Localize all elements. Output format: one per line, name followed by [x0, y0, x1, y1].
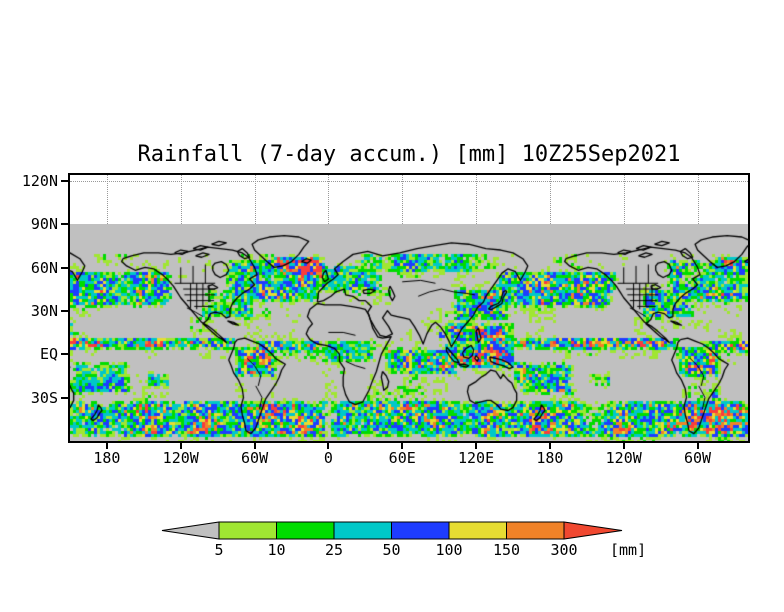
colorbar-tick-label: 5 [214, 541, 223, 559]
colorbar-tick-label: 10 [267, 541, 285, 559]
y-tick-mark [61, 396, 68, 399]
x-tick-label: 120E [457, 449, 495, 467]
x-tick-mark [179, 443, 182, 449]
y-tick-label: 90N [30, 215, 58, 234]
plot-frame [68, 173, 750, 443]
y-tick-label: EQ [39, 345, 58, 364]
x-tick-label: 180 [536, 449, 564, 467]
chart-title: Rainfall (7-day accum.) [mm] 10Z25Sep202… [137, 142, 681, 167]
gridline-vertical [180, 175, 182, 224]
x-tick-mark [401, 443, 404, 449]
colorbar-tick-label: 150 [493, 541, 520, 559]
colorbar-left-arrow [161, 521, 220, 540]
y-tick-label: 120N [21, 171, 58, 190]
gridline-horizontal [70, 181, 748, 182]
y-tick-label: 60N [30, 258, 58, 277]
gridline-vertical [623, 175, 625, 224]
y-tick-mark [61, 309, 68, 312]
colorbar-units-label: [mm] [610, 541, 646, 559]
y-tick-mark [61, 353, 68, 356]
x-tick-label: 120W [605, 449, 642, 467]
gridline-vertical [549, 175, 551, 224]
x-tick-label: 60E [388, 449, 416, 467]
x-tick-mark [327, 443, 330, 449]
gridline-vertical [697, 175, 699, 224]
y-tick-mark [61, 179, 68, 182]
colorbar-segment [218, 521, 277, 540]
y-tick-label: 30N [30, 301, 58, 320]
x-tick-mark [696, 443, 699, 449]
x-tick-mark [622, 443, 625, 449]
gridline-vertical [106, 175, 108, 224]
x-tick-label: 180 [93, 449, 121, 467]
colorbar-segment [276, 521, 335, 540]
world-rainfall-map [70, 224, 748, 441]
y-tick-mark [61, 266, 68, 269]
x-tick-mark [253, 443, 256, 449]
colorbar-tick-label: 100 [435, 541, 462, 559]
colorbar-right-arrow [563, 521, 623, 540]
x-tick-label: 60W [684, 449, 712, 467]
x-tick-label: 0 [323, 449, 333, 467]
x-tick-mark [475, 443, 478, 449]
gridline-vertical [328, 175, 330, 224]
x-tick-label: 120W [162, 449, 199, 467]
colorbar-segment [333, 521, 392, 540]
y-tick-label: 30S [30, 388, 58, 407]
colorbar-tick-label: 25 [325, 541, 343, 559]
colorbar-segment [448, 521, 507, 540]
y-tick-mark [61, 223, 68, 226]
gridline-vertical [254, 175, 256, 224]
x-tick-mark [548, 443, 551, 449]
colorbar-legend: 5 10 25 50 100 150 300 [mm] [161, 521, 646, 559]
gridline-vertical [476, 175, 478, 224]
gridline-vertical [402, 175, 404, 224]
colorbar-tick-label: 50 [382, 541, 400, 559]
colorbar-tick-label: 300 [550, 541, 577, 559]
colorbar-segment [506, 521, 565, 540]
x-tick-label: 60W [241, 449, 269, 467]
x-tick-mark [105, 443, 108, 449]
colorbar-segment [391, 521, 450, 540]
